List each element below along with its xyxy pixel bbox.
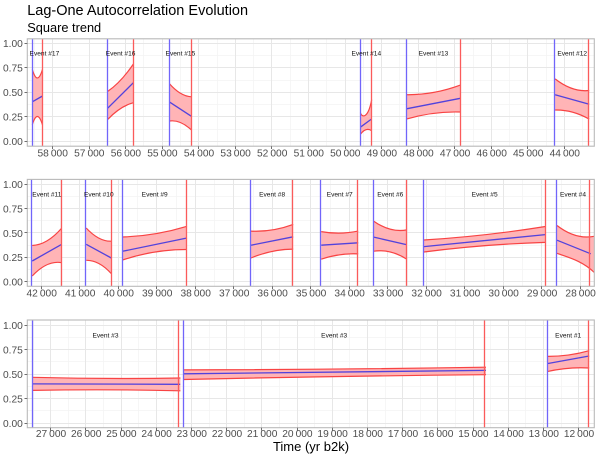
svg-text:46 000: 46 000	[477, 149, 508, 160]
svg-text:36 000: 36 000	[257, 289, 288, 300]
svg-text:48 000: 48 000	[403, 149, 434, 160]
svg-text:14 000: 14 000	[493, 429, 524, 440]
svg-text:33 000: 33 000	[373, 289, 404, 300]
svg-text:Event #14: Event #14	[351, 51, 381, 58]
svg-text:12 000: 12 000	[564, 429, 595, 440]
svg-text:0.75: 0.75	[3, 346, 23, 357]
svg-text:37 000: 37 000	[219, 289, 250, 300]
svg-text:1.00: 1.00	[3, 180, 23, 191]
svg-text:0.50: 0.50	[3, 370, 23, 381]
svg-text:15 000: 15 000	[458, 429, 489, 440]
svg-text:Event #8: Event #8	[259, 192, 285, 199]
svg-text:0.50: 0.50	[3, 88, 23, 99]
svg-text:0.25: 0.25	[3, 394, 23, 405]
svg-text:35 000: 35 000	[296, 289, 327, 300]
svg-text:0.25: 0.25	[3, 113, 23, 124]
svg-text:Event #4: Event #4	[560, 192, 586, 199]
svg-text:53 000: 53 000	[220, 149, 251, 160]
svg-text:28 000: 28 000	[565, 289, 596, 300]
svg-text:Time (yr b2k): Time (yr b2k)	[273, 439, 349, 454]
svg-text:55 000: 55 000	[147, 149, 178, 160]
svg-text:Event #3: Event #3	[92, 333, 118, 340]
svg-text:32 000: 32 000	[411, 289, 442, 300]
svg-text:51 000: 51 000	[294, 149, 325, 160]
svg-text:Event #1: Event #1	[555, 333, 581, 340]
svg-text:Event #11: Event #11	[32, 192, 62, 199]
svg-text:19 000: 19 000	[317, 429, 348, 440]
svg-text:24 000: 24 000	[141, 429, 172, 440]
svg-text:Event #5: Event #5	[472, 192, 498, 199]
svg-text:Event #15: Event #15	[166, 51, 196, 58]
svg-text:1.00: 1.00	[3, 321, 23, 332]
svg-text:Square trend: Square trend	[27, 20, 101, 35]
svg-text:47 000: 47 000	[440, 149, 471, 160]
svg-text:49 000: 49 000	[367, 149, 398, 160]
svg-text:Event #9: Event #9	[142, 192, 168, 199]
svg-text:Event #13: Event #13	[419, 51, 449, 58]
svg-text:Event #17: Event #17	[30, 51, 60, 58]
svg-text:39 000: 39 000	[142, 289, 173, 300]
svg-text:0.00: 0.00	[3, 137, 23, 148]
svg-text:Event #16: Event #16	[106, 51, 136, 58]
svg-text:40 000: 40 000	[104, 289, 135, 300]
svg-text:45 000: 45 000	[513, 149, 544, 160]
svg-text:56 000: 56 000	[111, 149, 142, 160]
svg-text:Event #3: Event #3	[321, 333, 347, 340]
svg-text:Lag-One Autocorrelation Evolut: Lag-One Autocorrelation Evolution	[27, 3, 248, 19]
svg-text:44 000: 44 000	[550, 149, 581, 160]
svg-text:52 000: 52 000	[257, 149, 288, 160]
svg-text:22 000: 22 000	[212, 429, 243, 440]
svg-text:31 000: 31 000	[450, 289, 481, 300]
svg-text:0.50: 0.50	[3, 229, 23, 240]
svg-text:0.75: 0.75	[3, 64, 23, 75]
svg-text:58 000: 58 000	[38, 149, 69, 160]
svg-text:57 000: 57 000	[74, 149, 105, 160]
svg-text:54 000: 54 000	[184, 149, 215, 160]
svg-text:Event #10: Event #10	[84, 192, 114, 199]
svg-text:42 000: 42 000	[27, 289, 58, 300]
svg-text:20 000: 20 000	[282, 429, 313, 440]
svg-text:18 000: 18 000	[353, 429, 384, 440]
svg-text:1.00: 1.00	[3, 39, 23, 50]
svg-text:Event #6: Event #6	[377, 192, 403, 199]
svg-text:25 000: 25 000	[106, 429, 137, 440]
svg-text:26 000: 26 000	[71, 429, 102, 440]
svg-text:29 000: 29 000	[527, 289, 558, 300]
svg-text:0.00: 0.00	[3, 419, 23, 430]
svg-text:23 000: 23 000	[177, 429, 208, 440]
svg-text:34 000: 34 000	[334, 289, 365, 300]
svg-text:38 000: 38 000	[181, 289, 212, 300]
svg-text:50 000: 50 000	[330, 149, 361, 160]
svg-text:16 000: 16 000	[423, 429, 454, 440]
svg-text:13 000: 13 000	[529, 429, 560, 440]
svg-text:27 000: 27 000	[36, 429, 67, 440]
svg-text:30 000: 30 000	[488, 289, 519, 300]
svg-text:0.25: 0.25	[3, 253, 23, 264]
svg-text:Event #12: Event #12	[557, 51, 587, 58]
svg-text:21 000: 21 000	[247, 429, 278, 440]
svg-text:Event #7: Event #7	[327, 192, 353, 199]
svg-text:0.75: 0.75	[3, 204, 23, 215]
svg-text:41 000: 41 000	[65, 289, 96, 300]
svg-text:0.00: 0.00	[3, 278, 23, 289]
svg-text:17 000: 17 000	[388, 429, 419, 440]
